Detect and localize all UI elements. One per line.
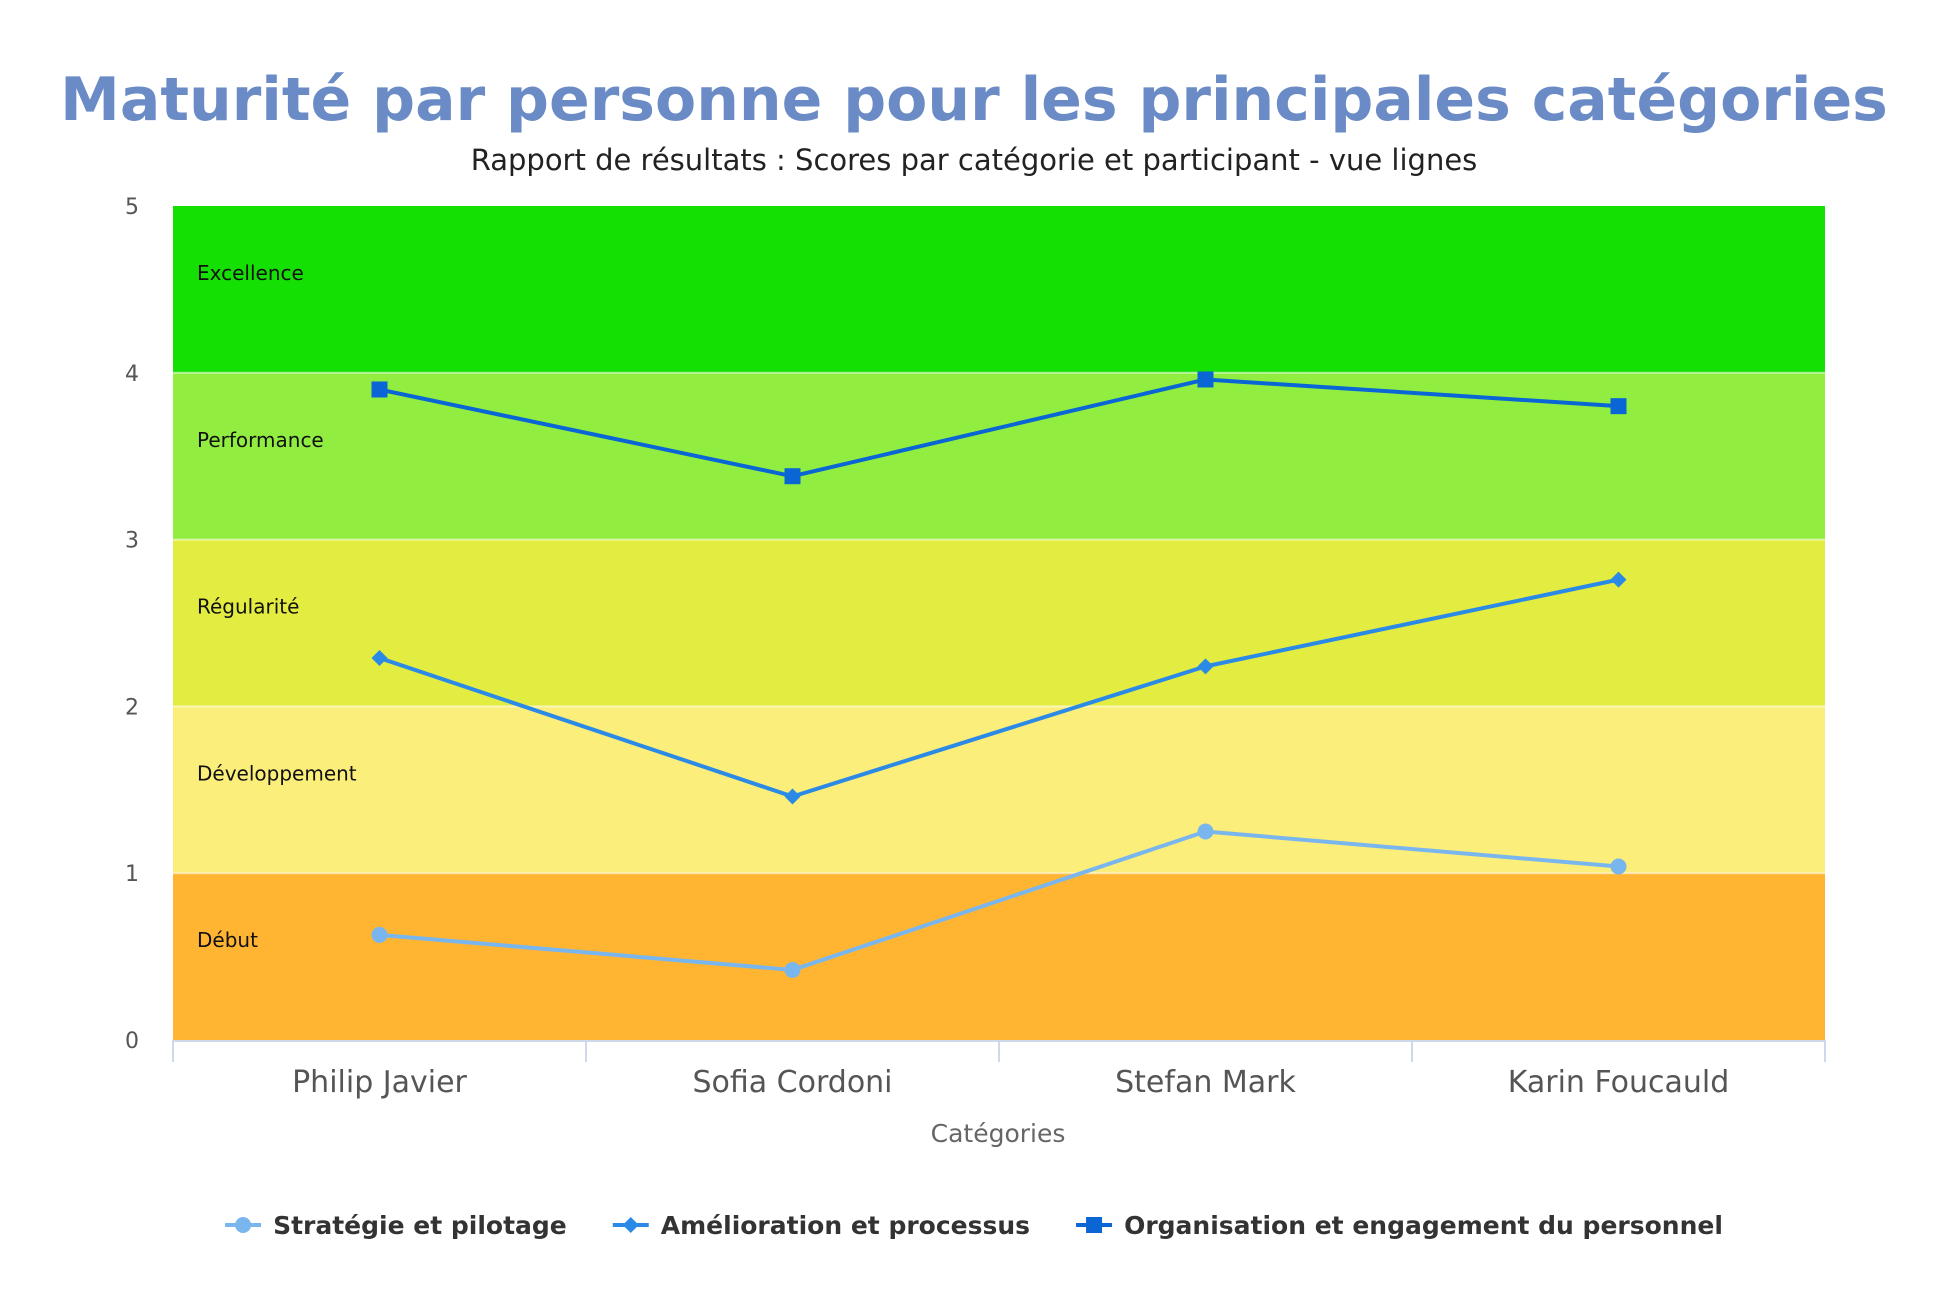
- band-label: Performance: [197, 428, 324, 452]
- band-label: Excellence: [197, 261, 304, 285]
- circle-marker-icon: [235, 1217, 252, 1233]
- series-line: [378, 577, 1619, 799]
- data-point: [1197, 658, 1214, 675]
- legend-item-2[interactable]: Amélioration et processus: [612, 1211, 1030, 1240]
- axes: 0 1 2 3 4 5 Philip Javier Sofia Cordoni Stefan M…: [125, 195, 1826, 1100]
- legend-item-1[interactable]: Stratégie et pilotage: [225, 1211, 567, 1240]
- legend-label: Stratégie et pilotage: [273, 1211, 567, 1240]
- y-tick-label: 5: [125, 195, 139, 220]
- band-4: [173, 873, 1825, 1040]
- y-tick-label: 4: [125, 362, 139, 387]
- chart-subtitle: Rapport de résultats : Scores par catégo…: [471, 143, 1478, 177]
- x-tick-label: Karin Foucauld: [1508, 1065, 1730, 1100]
- band-2: [173, 539, 1825, 707]
- series-2: [371, 571, 1627, 805]
- band-3: [173, 706, 1825, 874]
- band-label: Développement: [197, 761, 357, 785]
- data-point: [371, 381, 388, 398]
- y-tick-label: 2: [125, 695, 139, 720]
- data-point: [784, 788, 801, 805]
- data-point: [784, 468, 801, 485]
- y-tick-label: 3: [125, 529, 139, 554]
- legend-item-3[interactable]: Organisation et engagement du personnel: [1076, 1211, 1723, 1240]
- band-label: Début: [197, 928, 258, 952]
- data-point: [1197, 823, 1214, 840]
- data-point: [1610, 398, 1627, 415]
- x-tick-label: Philip Javier: [292, 1065, 467, 1100]
- series-line: [379, 829, 1619, 972]
- data-point: [371, 650, 388, 667]
- band-label: Régularité: [197, 595, 299, 619]
- square-marker-icon: [1086, 1217, 1103, 1233]
- legend-label: Amélioration et processus: [661, 1211, 1030, 1240]
- series-line: [379, 377, 1619, 479]
- diamond-marker-icon: [622, 1217, 639, 1233]
- data-point: [371, 926, 388, 943]
- data-point: [1610, 571, 1627, 588]
- y-tick-label: 1: [125, 862, 139, 887]
- plot-bands: Excellence Performance Régularité Développe…: [173, 206, 1825, 1040]
- data-point: [1197, 371, 1214, 388]
- legend-label: Organisation et engagement du personnel: [1124, 1211, 1723, 1240]
- data-point: [784, 961, 801, 978]
- legend[interactable]: Stratégie et pilotage Amélioration et pro…: [225, 1211, 1723, 1240]
- band-0: [173, 206, 1825, 373]
- series-1: [371, 823, 1627, 978]
- x-axis-label: Catégories: [931, 1119, 1066, 1148]
- series-lines: [371, 371, 1627, 978]
- data-point: [1610, 858, 1627, 875]
- x-tick-label: Stefan Mark: [1115, 1065, 1296, 1100]
- chart-title: Maturité par personne pour les principal…: [60, 65, 1888, 135]
- x-tick-label: Sofia Cordoni: [692, 1065, 892, 1100]
- y-tick-label: 0: [125, 1029, 139, 1054]
- series-3: [371, 371, 1627, 485]
